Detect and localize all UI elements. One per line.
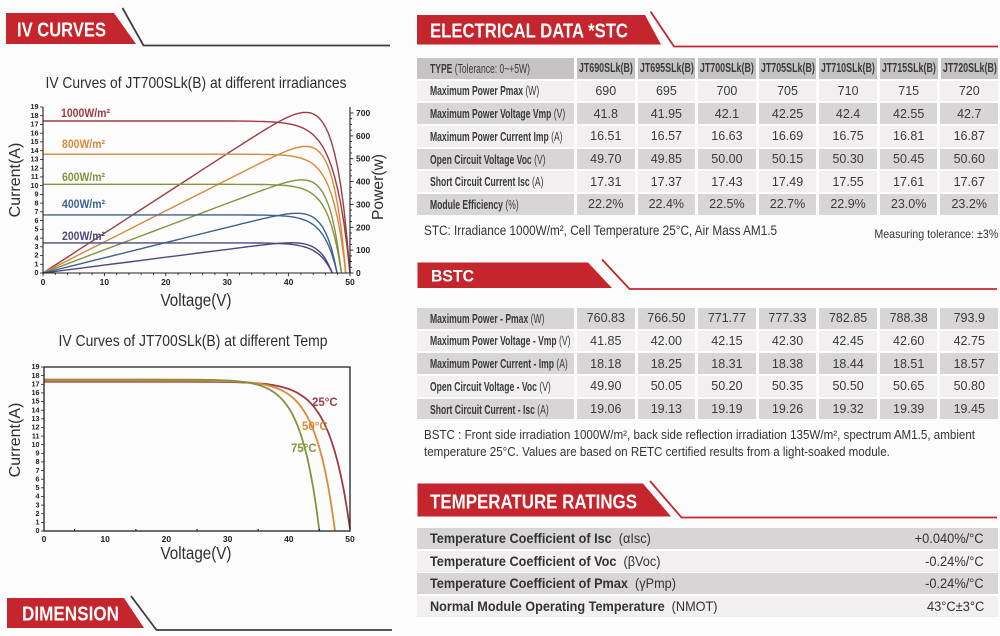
svg-text:19: 19 — [32, 362, 40, 371]
svg-text:1: 1 — [36, 518, 40, 527]
svg-text:500: 500 — [356, 154, 370, 164]
svg-text:9: 9 — [35, 190, 39, 199]
svg-text:600: 600 — [356, 131, 370, 141]
svg-text:7: 7 — [35, 207, 39, 216]
svg-text:200: 200 — [356, 222, 370, 232]
svg-text:2: 2 — [36, 509, 40, 518]
svg-text:9: 9 — [36, 449, 40, 458]
svg-text:200W/m²: 200W/m² — [62, 229, 105, 243]
svg-text:6: 6 — [35, 216, 39, 225]
svg-text:40: 40 — [284, 277, 294, 287]
svg-text:ELECTRICAL DATA *STC: ELECTRICAL DATA *STC — [430, 20, 628, 43]
svg-text:19: 19 — [31, 102, 39, 111]
svg-text:800W/m²: 800W/m² — [62, 137, 105, 151]
svg-text:18: 18 — [31, 111, 39, 120]
svg-text:10: 10 — [100, 534, 110, 544]
svg-text:11: 11 — [31, 172, 39, 181]
svg-text:3: 3 — [36, 500, 40, 509]
svg-text:4: 4 — [36, 492, 40, 501]
svg-text:700: 700 — [356, 108, 370, 118]
svg-text:1: 1 — [35, 260, 39, 269]
svg-text:400: 400 — [356, 177, 370, 187]
svg-text:TEMPERATURE RATINGS: TEMPERATURE RATINGS — [430, 492, 637, 514]
svg-text:50: 50 — [345, 534, 355, 544]
svg-text:10: 10 — [32, 440, 40, 449]
svg-text:30: 30 — [222, 277, 232, 287]
svg-text:IV CURVES: IV CURVES — [17, 20, 106, 42]
svg-text:0: 0 — [35, 268, 39, 277]
svg-text:40: 40 — [284, 534, 294, 544]
svg-text:0: 0 — [41, 277, 46, 287]
svg-text:11: 11 — [32, 431, 40, 440]
svg-text:5: 5 — [36, 483, 40, 492]
svg-text:3: 3 — [35, 242, 39, 251]
svg-text:0: 0 — [36, 526, 40, 535]
svg-text:15: 15 — [32, 397, 40, 406]
svg-text:IV Curves of JT700SLk(B) at di: IV Curves of JT700SLk(B) at different ir… — [46, 75, 347, 92]
svg-text:17: 17 — [32, 380, 40, 389]
svg-text:4: 4 — [35, 233, 39, 242]
svg-text:2: 2 — [35, 251, 39, 260]
svg-text:25°C: 25°C — [312, 397, 338, 409]
svg-text:16: 16 — [31, 128, 39, 137]
svg-text:400W/m²: 400W/m² — [62, 197, 105, 211]
svg-text:17: 17 — [31, 120, 39, 129]
svg-text:50: 50 — [345, 277, 355, 287]
svg-text:75°C: 75°C — [291, 443, 317, 455]
svg-text:14: 14 — [31, 146, 39, 155]
svg-text:Voltage(V): Voltage(V) — [161, 290, 232, 310]
svg-text:Voltage(V): Voltage(V) — [161, 543, 232, 563]
svg-text:Current(A): Current(A) — [7, 143, 24, 218]
svg-text:10: 10 — [100, 277, 110, 287]
svg-text:Power(w): Power(w) — [370, 154, 387, 220]
svg-text:100: 100 — [356, 245, 370, 255]
svg-text:12: 12 — [32, 423, 40, 432]
svg-text:20: 20 — [162, 534, 172, 544]
svg-text:15: 15 — [31, 137, 39, 146]
svg-text:13: 13 — [32, 414, 40, 423]
svg-text:Current(A): Current(A) — [7, 403, 24, 478]
svg-text:20: 20 — [161, 277, 171, 287]
svg-text:10: 10 — [31, 181, 39, 190]
svg-text:13: 13 — [31, 155, 39, 164]
svg-text:6: 6 — [36, 474, 40, 483]
svg-text:300: 300 — [356, 199, 370, 209]
svg-text:IV Curves of JT700SLk(B) at di: IV Curves of JT700SLk(B) at different Te… — [59, 333, 328, 350]
svg-text:16: 16 — [32, 388, 40, 397]
svg-text:8: 8 — [36, 457, 40, 466]
svg-text:8: 8 — [35, 198, 39, 207]
svg-text:50°C: 50°C — [302, 421, 328, 433]
svg-text:7: 7 — [36, 466, 40, 475]
svg-text:18: 18 — [32, 371, 40, 380]
svg-text:14: 14 — [32, 405, 40, 414]
svg-text:0: 0 — [42, 534, 47, 544]
svg-text:5: 5 — [35, 225, 39, 234]
svg-text:12: 12 — [31, 163, 39, 172]
svg-text:BSTC: BSTC — [431, 267, 474, 286]
svg-text:DIMENSION: DIMENSION — [22, 604, 119, 626]
svg-text:600W/m²: 600W/m² — [62, 170, 105, 184]
svg-text:0: 0 — [356, 268, 361, 278]
svg-text:1000W/m²: 1000W/m² — [61, 106, 110, 120]
svg-text:30: 30 — [223, 534, 233, 544]
